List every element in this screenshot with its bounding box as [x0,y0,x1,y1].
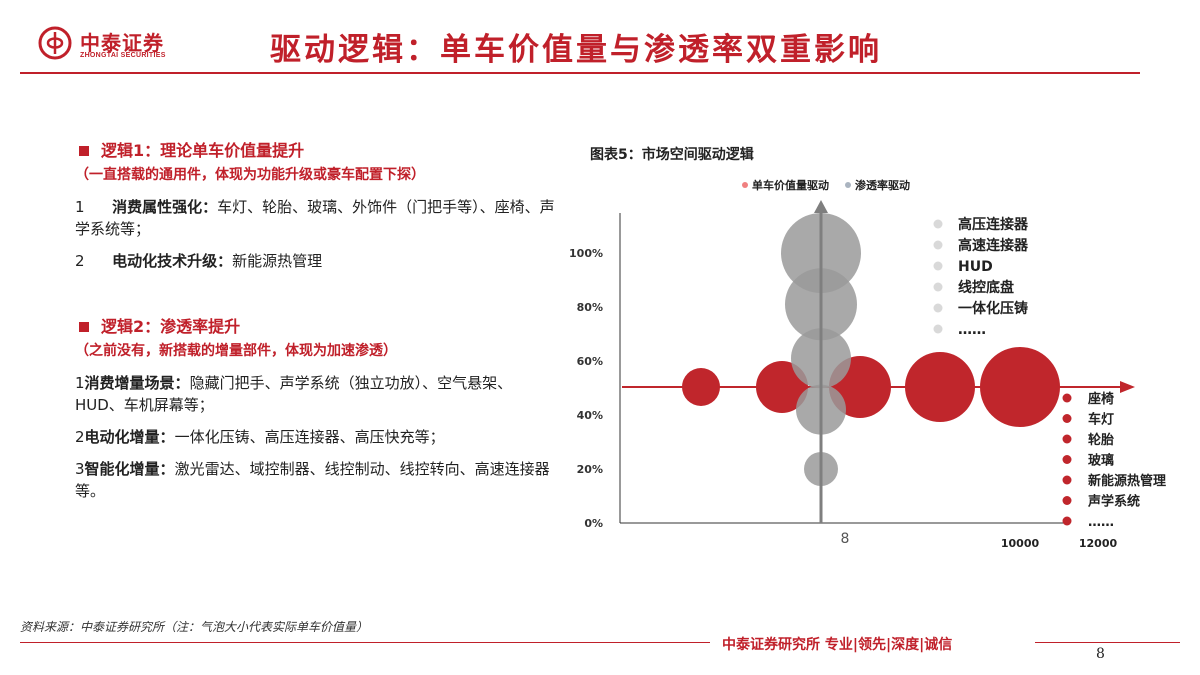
title-divider [20,72,1140,74]
chart-legend: 单车价值量驱动 渗透率驱动 [742,177,910,193]
logic1-subheading: （一直搭载的通用件，体现为功能升级或豪车配置下探） [75,167,425,183]
item-bold-label: 电动化技术升级： [112,252,233,270]
y-tick-label: 80% [577,301,603,314]
value-item-label: …… [1088,515,1114,530]
red-bullet-icon [1062,516,1072,526]
y-tick-label: 0% [584,517,603,530]
penetration-bubble [785,268,857,341]
logic2-heading: 逻辑2：渗透率提升 [75,316,555,338]
page-title: 驱动逻辑：单车价值量与渗透率双重影响 [270,32,882,68]
value-item-label: 新能源热管理 [1088,473,1166,489]
item-text: 车灯、轮胎、玻璃、外饰件（门把手等）、座椅、声学系统等； [75,198,555,238]
footer-brand: 中泰证券研究所 专业|领先|深度|诚信 [722,637,953,653]
square-bullet-icon [79,146,89,156]
item-number: 3 [75,460,85,478]
value-bubble [756,361,808,413]
red-bullet-icon [1062,455,1072,464]
footer-divider-right [1035,642,1180,643]
logic-text-column: 逻辑1：理论单车价值量提升 （一直搭载的通用件，体现为功能升级或豪车配置下探） … [75,140,555,502]
value-bubble [980,347,1060,427]
logic2-heading-text: 逻辑2：渗透率提升 [101,317,241,336]
logic2-item-2: 2电动化增量：一体化压铸、高压连接器、高压快充等； [75,426,555,448]
x-tick-label: 8 [841,531,850,547]
value-item-label: 座椅 [1087,391,1114,407]
item-bold-label: 电动化增量： [84,428,175,446]
red-bullet-icon [1062,434,1072,444]
penetration-bubble [781,213,861,293]
y-tick-label: 100% [569,247,603,260]
logo-chinese-name: 中泰证券 [80,31,164,55]
page-number: 8 [1096,646,1105,662]
item-bold-label: 消费属性强化： [112,198,218,216]
x-tick-label: 10000 [1001,537,1040,550]
penetration-bubble [791,328,851,389]
value-item-label: 车灯 [1088,412,1114,428]
item-bold-label: 消费增量场景： [84,374,190,392]
penetration-item-label: 一体化压铸 [958,300,1028,317]
item-text: 隐藏门把手、声学系统（独立功放）、空气悬架、HUD、车机屏幕等； [75,374,513,414]
grey-bullet-icon [933,261,943,271]
item-bold-label: 智能化增量： [84,460,175,478]
logic1-item-1: 1 消费属性强化：车灯、轮胎、玻璃、外饰件（门把手等）、座椅、声学系统等； [75,196,555,240]
y-tick-label: 40% [577,409,603,422]
penetration-item-label: 高速连接器 [958,237,1029,254]
vertical-arrow-head-icon [814,200,828,213]
logic1-heading: 逻辑1：理论单车价值量提升 [75,140,555,162]
penetration-bubble [804,452,838,486]
legend-dot-icon [845,182,851,188]
footer-divider-left [20,642,710,643]
logic1-heading-text: 逻辑1：理论单车价值量提升 [101,141,305,160]
grey-bullet-icon [933,324,943,334]
logic1-item-2: 2 电动化技术升级：新能源热管理 [75,250,555,272]
item-number: 1 [75,198,90,216]
item-number: 1 [75,374,85,392]
item-number: 2 [75,252,90,270]
y-tick-label: 20% [577,463,603,476]
legend-label: 单车价值量驱动 [752,179,829,192]
grey-bullet-icon [933,240,943,250]
y-tick-label: 60% [577,355,603,368]
value-bubble [905,352,975,422]
red-bullet-icon [1062,414,1072,423]
item-number: 2 [75,428,85,446]
penetration-item-label: 高压连接器 [958,216,1029,233]
penetration-bubble [796,384,846,435]
item-text: 一体化压铸、高压连接器、高压快充等； [174,428,445,446]
grey-bullet-icon [933,303,943,313]
company-logo: 中泰证券 ZHONGTAI SECURITIES [38,26,218,66]
legend-item-penetration: 渗透率驱动 [845,177,910,193]
item-text: 新能源热管理 [232,252,323,270]
legend-label: 渗透率驱动 [855,179,910,192]
grey-bullet-icon [933,282,943,292]
value-bubble [829,356,891,418]
source-note: 资料来源：中泰证券研究所（注：气泡大小代表实际单车价值量） [20,620,369,634]
penetration-item-label: HUD [958,259,993,275]
x-tick-label: 12000 [1079,537,1118,550]
legend-item-value: 单车价值量驱动 [742,177,829,193]
penetration-item-label: 线控底盘 [958,279,1014,296]
value-bubble [682,368,720,406]
value-item-label: 轮胎 [1088,432,1114,448]
red-bullet-icon [1062,393,1072,403]
item-text: 激光雷达、域控制器、线控制动、线控转向、高速连接器等。 [75,460,550,500]
logo-english-name: ZHONGTAI SECURITIES [80,52,166,59]
grey-bullet-icon [933,219,943,229]
horizontal-arrow-head-icon [1120,381,1135,393]
red-bullet-icon [1062,475,1072,485]
legend-dot-icon [742,182,748,188]
logic2-item-3: 3智能化增量：激光雷达、域控制器、线控制动、线控转向、高速连接器等。 [75,458,555,502]
red-bullet-icon [1062,496,1072,505]
value-item-label: 声学系统 [1087,494,1140,510]
chart-title: 图表5：市场空间驱动逻辑 [590,147,754,163]
square-bullet-icon [79,322,89,332]
value-item-label: 玻璃 [1088,453,1114,469]
penetration-item-label: …… [958,322,986,338]
logic2-item-1: 1消费增量场景：隐藏门把手、声学系统（独立功放）、空气悬架、HUD、车机屏幕等； [75,372,555,416]
logic2-subheading: （之前没有，新搭载的增量部件，体现为加速渗透） [75,343,397,359]
company-logo-icon [38,26,72,60]
